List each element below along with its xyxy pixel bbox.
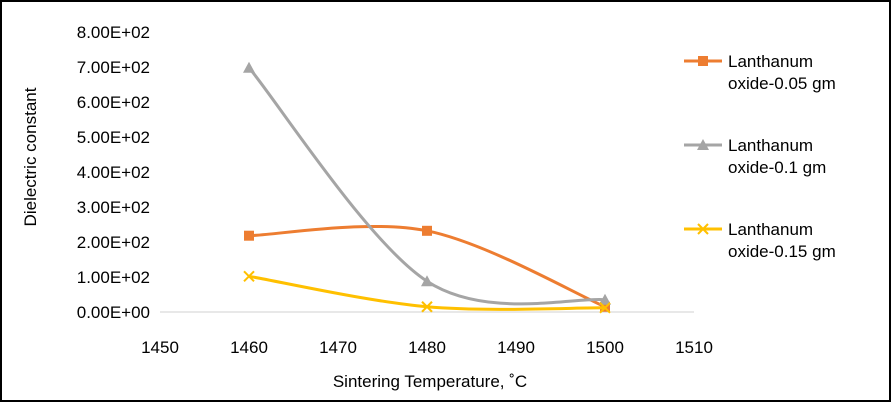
legend-label: Lanthanum [728,52,813,71]
y-axis-ticks: 0.00E+00 1.00E+02 2.00E+02 3.00E+02 4.00E+02… [77,23,150,322]
data-point-marker [599,293,611,305]
legend: Lanthanum oxide-0.05 gm Lanthanum oxide-0.1… [684,52,836,261]
x-tick-label: 1500 [586,338,624,357]
series-1 [244,224,610,312]
data-point-marker [599,302,611,314]
series-line [247,66,606,306]
y-tick-label: 7.00E+02 [77,58,150,77]
legend-label: Lanthanum [728,220,813,239]
data-point-marker [422,225,432,236]
y-tick-label: 1.00E+02 [77,268,150,287]
series-line [248,224,606,309]
series-3 [243,270,611,314]
y-tick-label: 5.00E+02 [77,128,150,147]
legend-marker [698,56,708,66]
series-layer [243,61,611,314]
x-tick-label: 1460 [230,338,268,357]
y-tick-label: 4.00E+02 [77,163,150,182]
data-point-marker [421,301,433,313]
legend-entry-2: Lanthanum oxide-0.1 gm [684,136,826,177]
y-axis-title: Dielectric constant [21,87,40,226]
data-point-marker [243,270,255,283]
legend-marker [697,139,709,150]
legend-label: oxide-0.1 gm [728,158,826,177]
x-axis-ticks: 1450 1460 1470 1480 1490 1500 1510 [141,338,713,357]
series-2 [243,61,611,306]
legend-label: oxide-0.15 gm [728,242,836,261]
y-tick-label: 0.00E+00 [77,303,150,322]
y-tick-label: 2.00E+02 [77,233,150,252]
x-tick-label: 1470 [319,338,357,357]
data-point-marker [421,275,433,287]
legend-entry-3: Lanthanum oxide-0.15 gm [684,220,836,261]
x-tick-label: 1490 [497,338,535,357]
x-tick-label: 1480 [408,338,446,357]
x-axis-title: Sintering Temperature, ˚C [333,372,527,391]
legend-entry-1: Lanthanum oxide-0.05 gm [684,52,836,93]
y-tick-label: 3.00E+02 [77,198,150,217]
x-tick-label: 1510 [675,338,713,357]
legend-marker [697,223,709,235]
data-point-marker [244,230,254,241]
x-tick-label: 1450 [141,338,179,357]
y-tick-label: 8.00E+02 [77,23,150,42]
legend-label: Lanthanum [728,136,813,155]
y-tick-label: 6.00E+02 [77,93,150,112]
data-point-marker [243,61,255,73]
legend-label: oxide-0.05 gm [728,74,836,93]
